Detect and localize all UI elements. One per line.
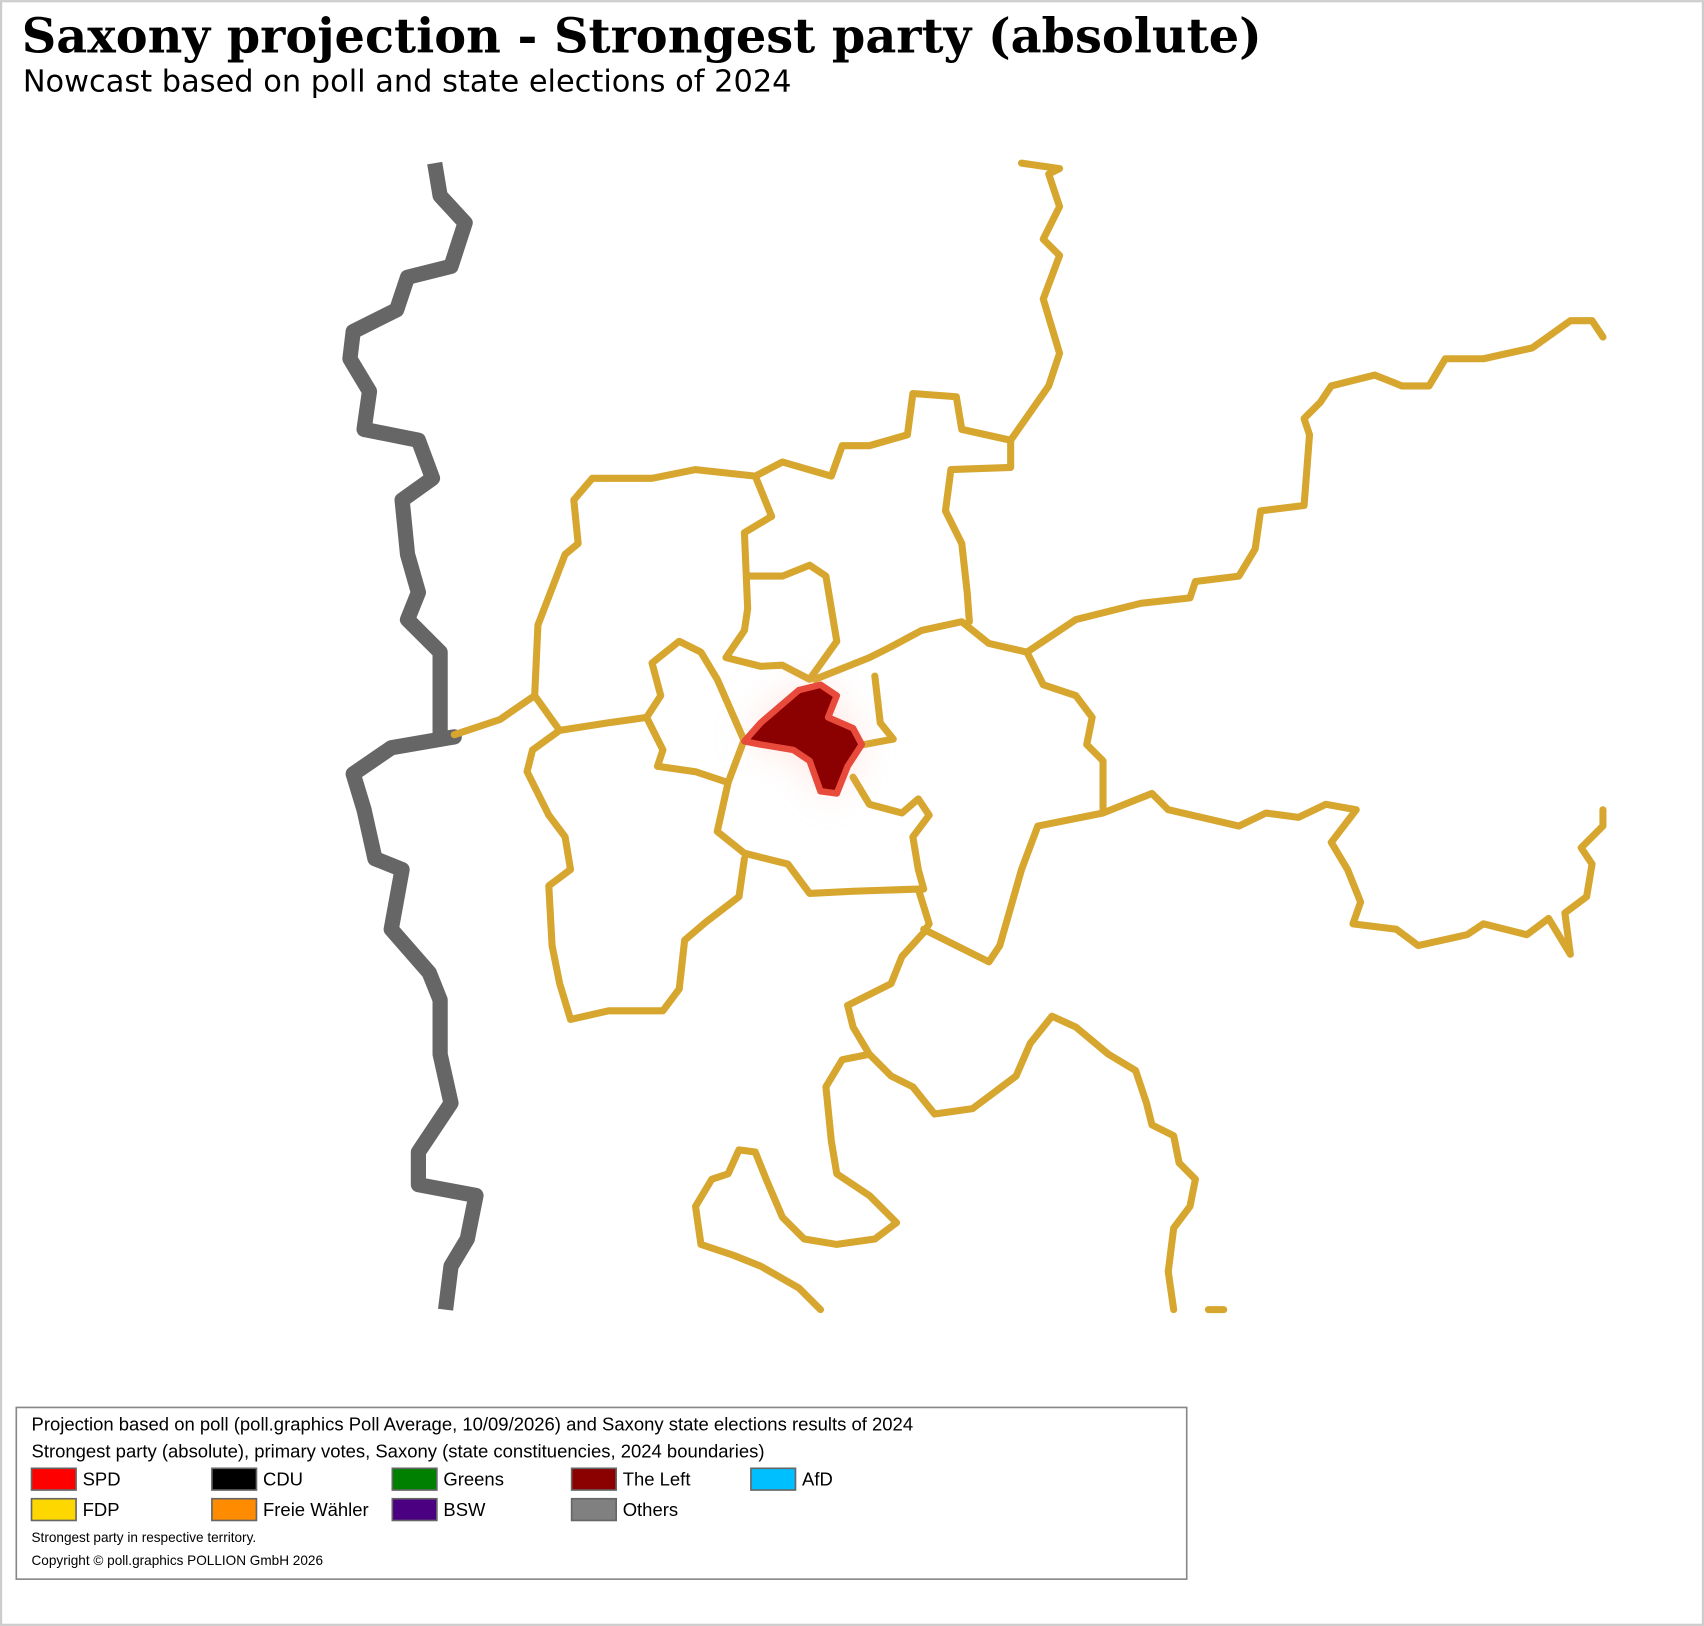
legend-swatch <box>391 1467 438 1491</box>
constituency-borders <box>450 159 1607 1314</box>
legend-label: BSW <box>443 1499 486 1520</box>
legend-note: Copyright © poll.graphics POLLION GmbH 2… <box>32 1553 324 1568</box>
legend-swatch <box>30 1497 77 1522</box>
legend-label: The Left <box>623 1469 691 1490</box>
subtitle: Nowcast based on poll and state election… <box>23 64 792 99</box>
legend-heading: Strongest party (absolute), primary vote… <box>32 1440 765 1461</box>
state-border <box>342 161 484 1311</box>
legend-swatch <box>211 1467 258 1491</box>
legend-label: CDU <box>263 1469 303 1490</box>
legend-swatch <box>30 1467 77 1491</box>
legend-label: FDP <box>83 1499 120 1520</box>
legend-swatch <box>570 1497 617 1522</box>
legend-heading: Projection based on poll (poll.graphics … <box>32 1413 914 1434</box>
legend-box <box>15 1406 1188 1580</box>
legend-swatch <box>750 1467 797 1491</box>
constituency-the-left <box>741 681 866 797</box>
legend-label: Freie Wähler <box>263 1499 369 1520</box>
legend-swatch <box>570 1467 617 1491</box>
legend-swatch <box>211 1497 258 1522</box>
legend-label: SPD <box>83 1469 121 1490</box>
legend: Projection based on poll (poll.graphics … <box>15 1406 1188 1580</box>
legend-label: Others <box>623 1499 678 1520</box>
legend-swatch <box>391 1497 438 1522</box>
legend-label: Greens <box>443 1469 504 1490</box>
legend-note: Strongest party in respective territory. <box>32 1530 257 1545</box>
map <box>342 159 1607 1314</box>
title: Saxony projection - Strongest party (abs… <box>22 8 1262 64</box>
legend-label: AfD <box>802 1469 833 1490</box>
